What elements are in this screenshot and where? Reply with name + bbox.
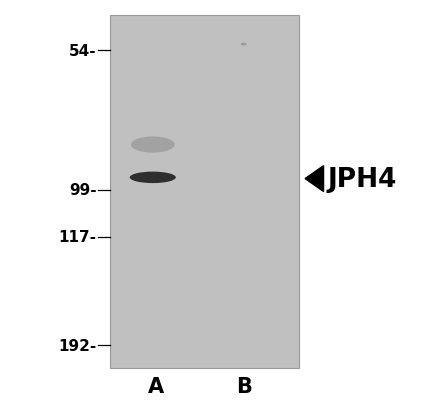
Text: 99-: 99- [69,183,96,198]
Bar [110,16,298,368]
Text: JPH4: JPH4 [326,166,396,192]
Ellipse shape [240,43,246,46]
Text: 117-: 117- [58,230,96,245]
Ellipse shape [130,172,175,184]
Text: A: A [148,377,163,396]
Text: 54-: 54- [69,44,96,58]
Text: B: B [235,377,251,396]
Ellipse shape [131,137,174,153]
Polygon shape [304,166,323,192]
Text: 192-: 192- [58,338,96,353]
